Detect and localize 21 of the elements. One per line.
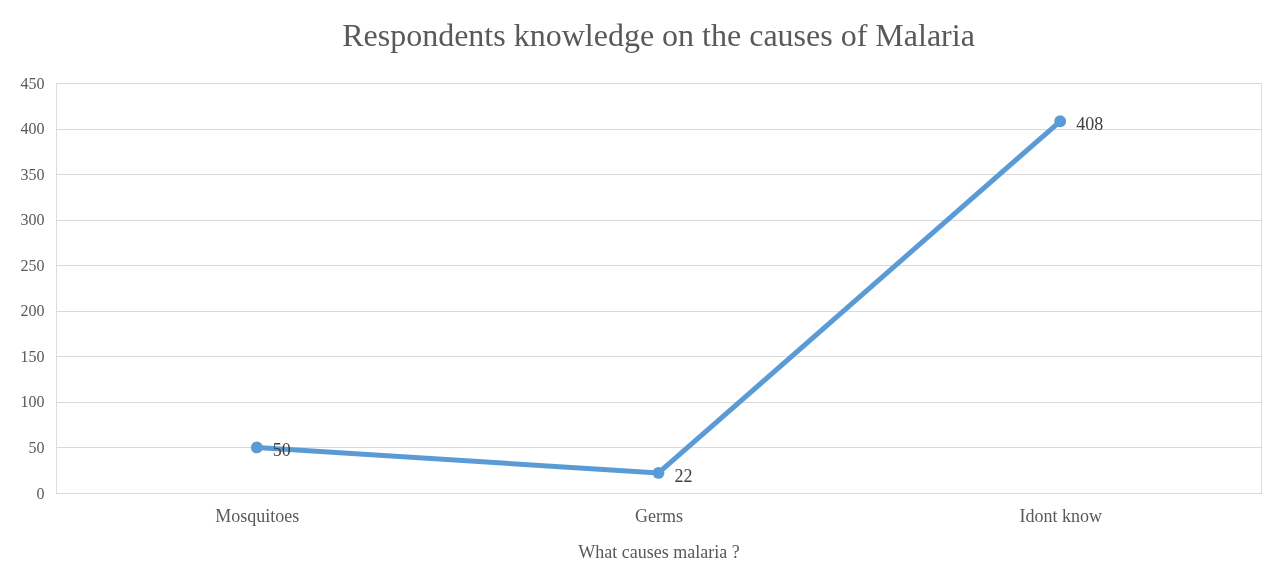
y-tick-label: 250	[20, 256, 45, 274]
y-tick-label: 300	[20, 211, 45, 229]
y-tick-label: 350	[20, 165, 45, 183]
y-tick-label: 50	[28, 438, 45, 456]
point	[250, 441, 263, 454]
point	[652, 467, 665, 479]
y-tick-label: 100	[20, 393, 45, 411]
y-tick-label: 450	[20, 74, 45, 92]
y-tick-label: 0	[36, 484, 45, 502]
x-axis-title: What causes malaria ?	[578, 541, 740, 562]
x-tick-label: Idont know	[1019, 505, 1102, 526]
y-tick-label: 200	[20, 302, 45, 320]
x-tick-label: Mosquitoes	[215, 505, 300, 526]
point	[1054, 115, 1067, 128]
chart-title: Respondents knowledge on the causes of Malaria	[342, 17, 975, 53]
data-label: 408	[1076, 114, 1104, 135]
data-label: 50	[272, 440, 291, 461]
y-tick-label: 400	[20, 120, 45, 138]
x-tick-label: Germs	[635, 505, 683, 526]
data-label: 22	[674, 465, 693, 486]
y-tick-label: 150	[20, 347, 45, 365]
